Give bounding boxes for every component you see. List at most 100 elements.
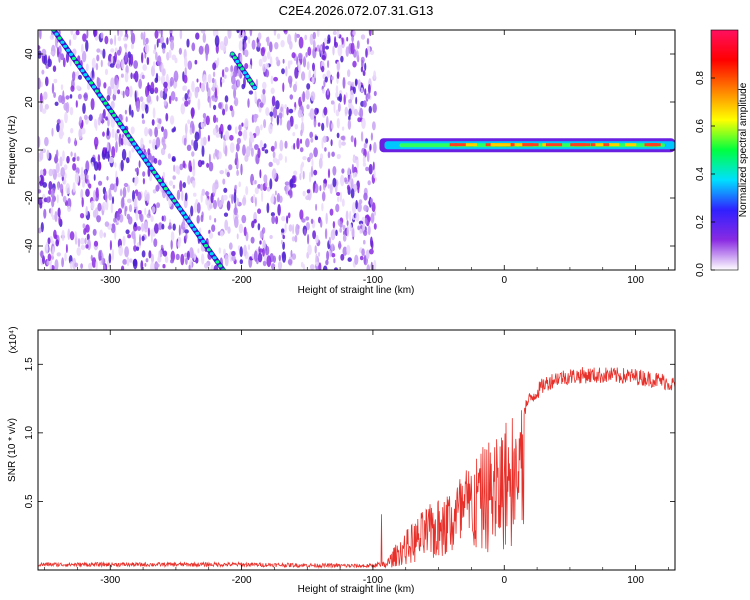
streak-blob <box>57 36 62 40</box>
x-tick-label: -200 <box>232 575 252 586</box>
noise-speck <box>234 126 238 134</box>
noise-speck <box>289 178 294 189</box>
noise-speck <box>262 55 267 63</box>
noise-speck <box>156 95 159 102</box>
noise-speck <box>64 252 67 262</box>
streak-blob <box>97 93 102 97</box>
noise-speck <box>278 112 283 119</box>
noise-speck <box>184 229 189 234</box>
noise-speck <box>305 195 310 201</box>
noise-speck <box>74 262 79 268</box>
noise-speck <box>144 43 150 54</box>
noise-speck <box>86 233 90 241</box>
noise-speck <box>253 250 258 262</box>
noise-speck <box>347 119 352 130</box>
noise-speck <box>307 244 312 256</box>
noise-speck <box>280 239 283 245</box>
noise-speck <box>38 45 41 51</box>
noise-speck <box>201 145 205 157</box>
noise-speck <box>324 228 328 240</box>
streak-blob <box>192 227 197 231</box>
noise-speck <box>103 82 107 89</box>
noise-speck <box>224 219 229 231</box>
noise-speck <box>237 68 240 77</box>
noise-speck <box>110 48 115 53</box>
noise-speck <box>168 180 174 186</box>
noise-speck <box>187 90 190 95</box>
noise-speck <box>134 70 139 83</box>
noise-speck <box>305 216 310 221</box>
noise-speck <box>155 51 158 61</box>
noise-speck <box>356 50 359 61</box>
noise-speck <box>173 70 179 83</box>
noise-speck <box>363 204 368 212</box>
noise-speck <box>323 179 327 184</box>
noise-speck <box>54 211 58 223</box>
spectrogram-image <box>38 30 675 270</box>
noise-speck <box>161 42 166 50</box>
noise-speck <box>315 234 319 244</box>
noise-speck <box>72 163 77 171</box>
noise-speck <box>368 163 373 175</box>
noise-speck <box>346 184 350 191</box>
noise-speck <box>132 258 138 270</box>
noise-speck <box>86 174 89 180</box>
noise-speck <box>244 63 249 70</box>
noise-speck <box>326 250 330 261</box>
y-tick-label: 1.0 <box>24 425 35 439</box>
noise-speck <box>351 163 354 174</box>
noise-speck <box>116 212 121 221</box>
noise-speck <box>70 127 74 134</box>
noise-speck <box>288 224 293 232</box>
noise-speck <box>327 168 331 179</box>
noise-speck <box>91 57 96 69</box>
noise-speck <box>98 180 103 186</box>
noise-speck <box>135 100 141 113</box>
noise-speck <box>158 30 162 34</box>
noise-speck <box>130 53 134 66</box>
noise-speck <box>142 178 145 185</box>
noise-speck <box>80 237 85 245</box>
noise-speck <box>56 252 61 257</box>
noise-speck <box>196 215 200 224</box>
noise-speck <box>48 168 54 177</box>
noise-speck <box>113 85 118 96</box>
noise-speck <box>127 198 132 204</box>
noise-speck <box>121 148 127 161</box>
noise-speck <box>370 236 373 248</box>
noise-speck <box>342 224 346 231</box>
noise-speck <box>114 47 118 53</box>
noise-speck <box>359 255 364 261</box>
noise-speck <box>213 114 217 124</box>
noise-speck <box>180 253 185 266</box>
noise-speck <box>69 39 72 46</box>
tone-peak <box>545 143 563 147</box>
noise-speck <box>110 201 114 214</box>
noise-speck <box>122 36 128 42</box>
noise-speck <box>150 261 155 270</box>
noise-speck <box>278 153 283 161</box>
noise-speck <box>234 184 238 190</box>
noise-speck <box>355 96 358 105</box>
y-tick-label: 0.5 <box>24 494 35 508</box>
noise-speck <box>72 33 77 41</box>
noise-speck <box>356 40 360 49</box>
noise-speck <box>234 97 239 107</box>
noise-speck <box>67 136 71 144</box>
noise-speck <box>43 208 47 219</box>
noise-speck <box>38 176 41 182</box>
noise-speck <box>46 149 50 160</box>
noise-speck <box>38 227 42 234</box>
streak-blob <box>181 211 185 215</box>
noise-speck <box>145 258 149 263</box>
noise-speck <box>330 100 335 105</box>
noise-speck <box>130 30 134 37</box>
noise-speck <box>262 248 265 257</box>
noise-speck <box>39 169 44 176</box>
noise-speck <box>234 216 239 229</box>
noise-speck <box>257 208 262 214</box>
noise-speck <box>224 254 229 267</box>
noise-speck <box>357 117 362 123</box>
colorbar-label: Normalized spectral amplitude <box>738 82 749 217</box>
noise-speck <box>122 259 128 265</box>
